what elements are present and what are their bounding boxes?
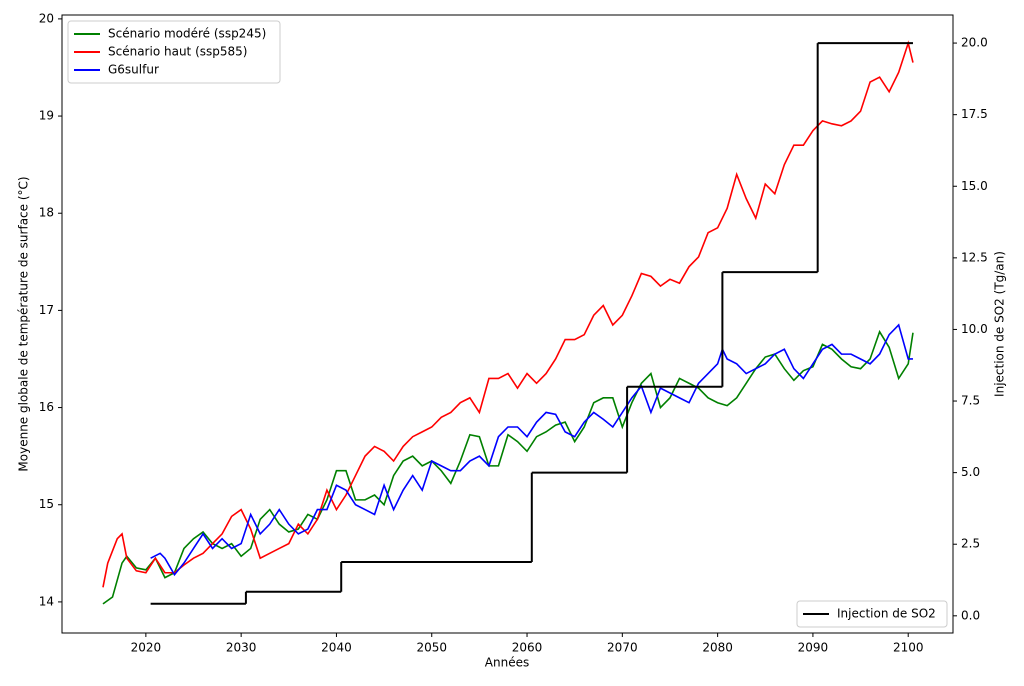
y-tick-label: 16 — [39, 400, 54, 414]
x-tick-label: 2100 — [893, 641, 924, 655]
y-tick-label: 15 — [39, 497, 54, 511]
y2-tick-label: 5.0 — [961, 465, 980, 479]
y-tick-label: 14 — [39, 594, 54, 608]
legend-label: Scénario haut (ssp585) — [108, 45, 247, 59]
legend-box — [67, 20, 281, 84]
y-tick-label: 20 — [39, 11, 54, 25]
y2-tick-label: 15.0 — [961, 179, 988, 193]
y-axis-label: Moyenne globale de température de surfac… — [17, 176, 31, 471]
legend-label: Injection de SO2 — [837, 607, 936, 621]
y2-tick-label: 10.0 — [961, 322, 988, 336]
x-axis-label: Années — [485, 656, 529, 670]
x-tick-label: 2060 — [512, 641, 543, 655]
x-tick-label: 2030 — [226, 641, 257, 655]
series-line — [102, 40, 914, 588]
y-tick-label: 18 — [39, 206, 54, 220]
series-line — [150, 323, 913, 577]
y2-tick-label: 0.0 — [961, 608, 980, 622]
y2-tick-label: 12.5 — [961, 250, 988, 264]
x-tick-label: 2080 — [702, 641, 733, 655]
x-tick-label: 2050 — [416, 641, 447, 655]
x-tick-label: 2090 — [798, 641, 829, 655]
y2-tick-label: 20.0 — [961, 36, 988, 50]
y-tick-label: 17 — [39, 303, 54, 317]
y2-axis-label: Injection de SO2 (Tg/an) — [993, 251, 1007, 397]
legend-label: G6sulfur — [108, 63, 159, 77]
x-tick-label: 2040 — [321, 641, 352, 655]
y-tick-label: 19 — [39, 109, 54, 123]
x-tick-label: 2070 — [607, 641, 638, 655]
y2-tick-label: 7.5 — [961, 394, 980, 408]
y2-tick-label: 17.5 — [961, 107, 988, 121]
legend-label: Scénario modéré (ssp245) — [108, 27, 266, 41]
y2-tick-label: 2.5 — [961, 537, 980, 551]
series-line — [102, 329, 914, 605]
x-tick-label: 2020 — [131, 641, 162, 655]
plot-frame — [61, 14, 954, 634]
legend-box — [796, 600, 948, 628]
